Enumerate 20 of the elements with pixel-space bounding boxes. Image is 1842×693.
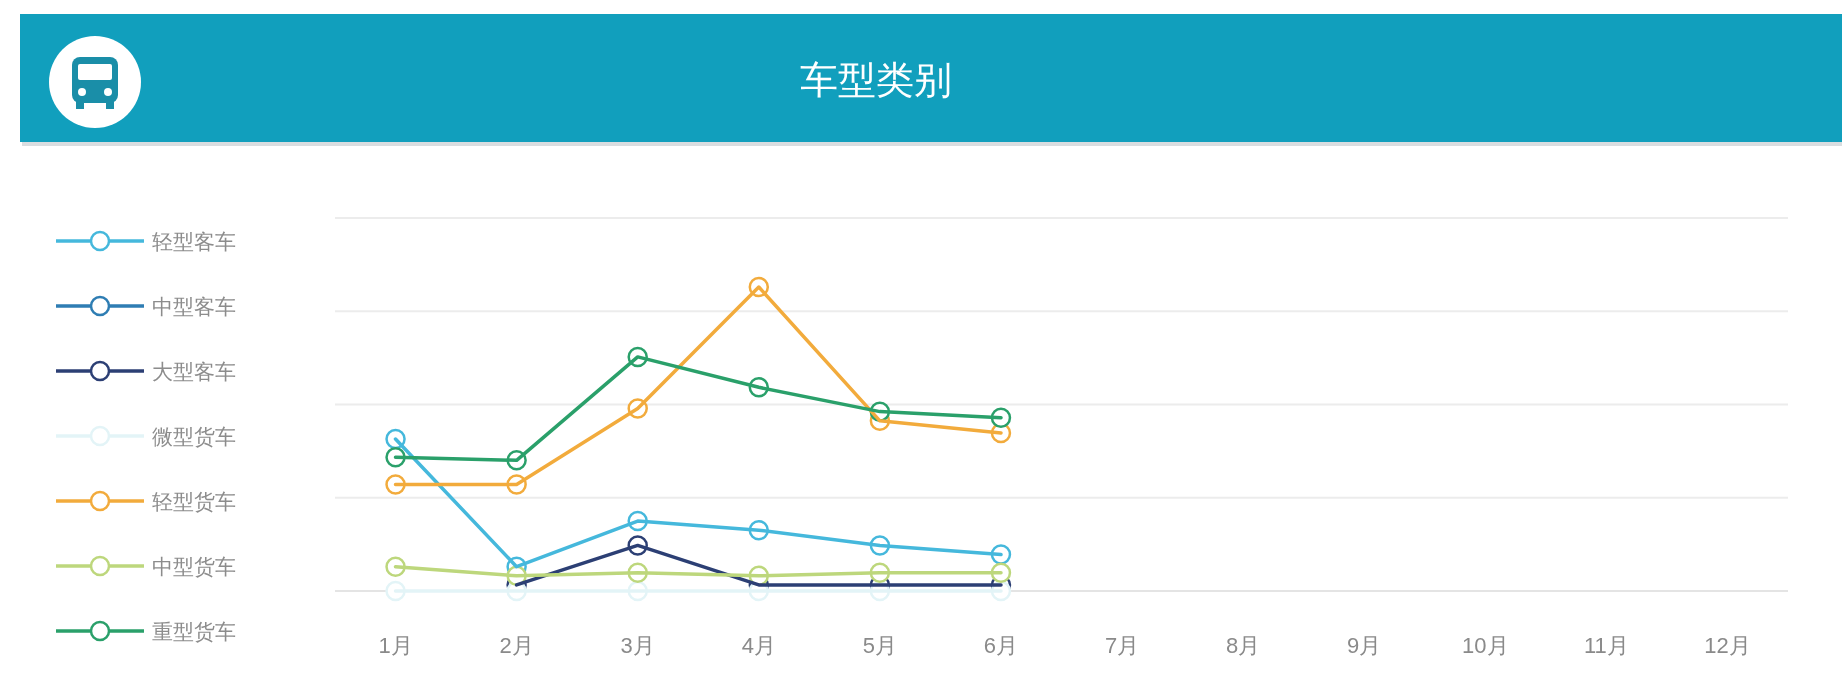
x-tick-label: 12月 xyxy=(1704,633,1751,658)
x-tick-label: 9月 xyxy=(1347,633,1382,658)
x-tick-label: 1月 xyxy=(378,633,413,658)
legend-label: 微型货车 xyxy=(152,425,236,448)
x-tick-label: 11月 xyxy=(1583,633,1629,658)
x-tick-label: 5月 xyxy=(862,633,897,658)
x-tick-label: 8月 xyxy=(1226,633,1261,658)
chart-title: 车型类别 xyxy=(800,59,952,101)
x-tick-label: 4月 xyxy=(741,633,776,658)
x-tick-label: 10月 xyxy=(1462,633,1509,658)
legend-label: 重型货车 xyxy=(152,620,236,643)
legend-label: 轻型货车 xyxy=(152,490,236,513)
x-tick-label: 6月 xyxy=(983,633,1019,658)
x-tick-label: 3月 xyxy=(620,633,655,658)
x-tick-label: 7月 xyxy=(1104,633,1140,658)
legend-label: 轻型客车 xyxy=(152,230,236,253)
legend-label: 中型货车 xyxy=(152,555,236,578)
legend-label: 大型客车 xyxy=(152,360,236,383)
legend-label: 中型客车 xyxy=(152,295,236,318)
x-tick-label: 2月 xyxy=(499,633,534,658)
